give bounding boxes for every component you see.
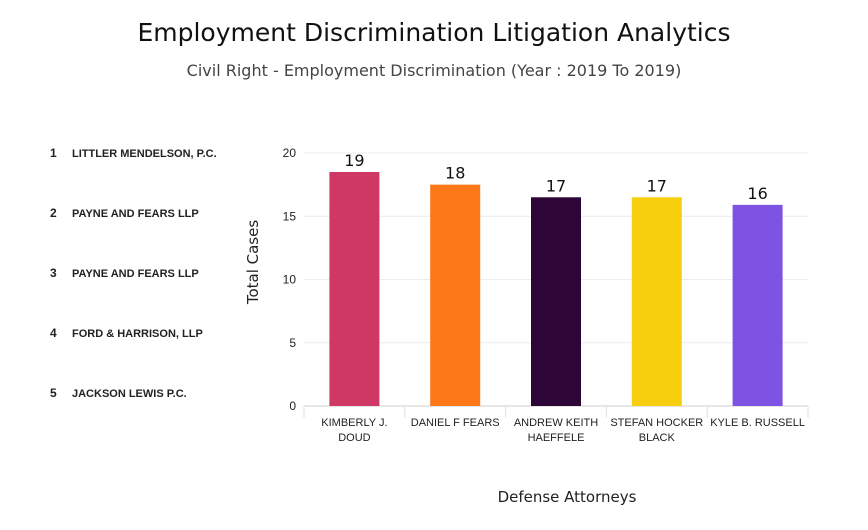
firm-rank: 3 [50,266,57,280]
x-category-label: KYLE B. RUSSELL [710,417,805,429]
y-tick-label: 20 [283,146,297,160]
x-axis-categories: KIMBERLY J. DOUD DANIEL F FEARS ANDREW KEIT… [303,406,809,444]
y-tick-label: 10 [283,273,297,287]
firm-list-item: 5 JACKSON LEWIS P.C. [50,386,187,400]
bar[interactable] [631,197,682,406]
chart-subtitle: Civil Right - Employment Discrimination … [186,61,682,80]
bar-value-label: 17 [546,176,566,195]
firm-list-item: 4 FORD & HARRISON, LLP [50,326,203,340]
y-tick-label: 15 [283,209,297,223]
chart-title: Employment Discrimination Litigation Ana… [137,18,731,47]
bar[interactable] [329,171,380,406]
bar[interactable] [531,197,581,406]
bar-value-label: 17 [647,176,667,195]
firm-list-item: 2 PAYNE AND FEARS LLP [50,206,199,220]
firm-rank: 1 [50,146,57,160]
x-axis-title: Defense Attorneys [498,488,637,506]
y-axis-title: Total Cases [244,220,262,306]
firm-name: FORD & HARRISON, LLP [72,328,203,340]
bar[interactable] [732,204,783,406]
bar[interactable] [430,184,481,406]
bar-value-label: 19 [344,151,364,170]
firm-name: LITTLER MENDELSON, P.C. [72,148,217,160]
y-tick-label: 5 [289,336,296,350]
firm-name: PAYNE AND FEARS LLP [72,268,199,280]
x-category-label: STEFAN HOCKER BLACK [610,417,703,444]
firm-name: PAYNE AND FEARS LLP [72,208,199,220]
firm-rank: 2 [50,206,57,220]
firm-rank: 5 [50,386,57,400]
x-category-label: ANDREW KEITH HAEFFELE [514,417,598,444]
firm-list-item: 1 LITTLER MENDELSON, P.C. [50,146,217,160]
bars [329,171,783,406]
y-axis-ticks: 0 5 10 15 20 [283,146,297,413]
firm-list-item: 3 PAYNE AND FEARS LLP [50,266,199,280]
bar-value-label: 16 [747,184,767,203]
firm-name: JACKSON LEWIS P.C. [72,388,187,400]
y-tick-label: 0 [289,399,296,413]
bar-value-label: 18 [445,164,465,183]
firm-rank: 4 [50,326,57,340]
x-category-label: KIMBERLY J. DOUD [321,417,387,444]
x-category-label: DANIEL F FEARS [411,417,500,429]
data-labels: 19 18 17 17 16 [344,151,768,203]
